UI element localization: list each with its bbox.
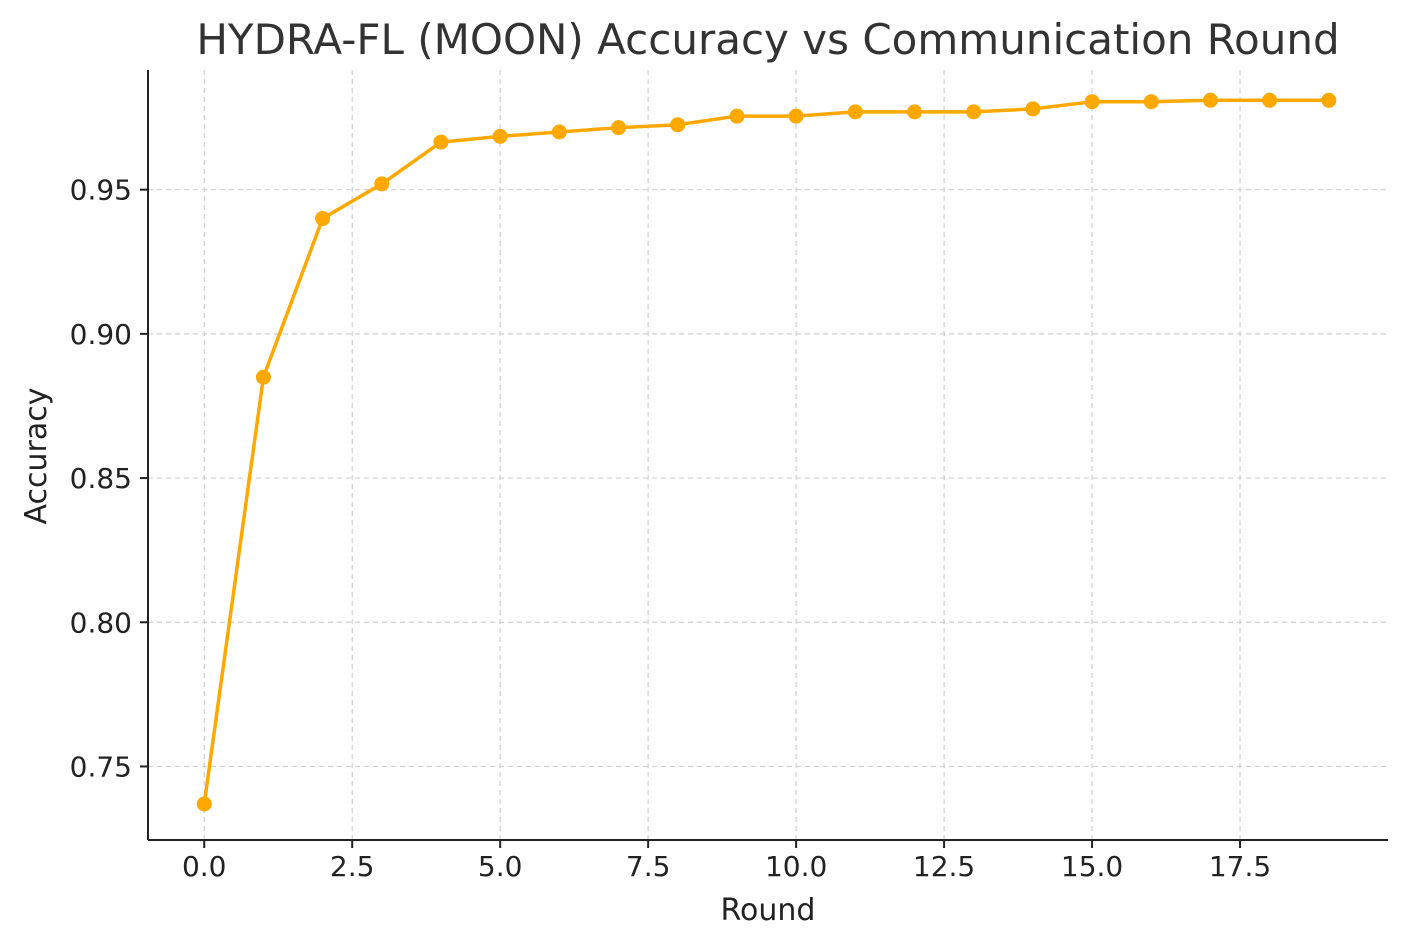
chart-title: HYDRA-FL (MOON) Accuracy vs Communicatio… — [196, 15, 1339, 64]
x-tick-label: 10.0 — [765, 850, 827, 883]
y-tick-label: 0.90 — [70, 318, 132, 351]
x-tick-label: 7.5 — [626, 850, 671, 883]
y-tick-label: 0.80 — [70, 606, 132, 639]
y-tick-label: 0.95 — [70, 174, 132, 207]
data-point — [1321, 92, 1337, 108]
series-layer — [196, 92, 1337, 812]
series-line — [202, 98, 1331, 806]
x-axis-label: Round — [721, 893, 816, 928]
data-point — [1025, 101, 1041, 117]
data-point — [551, 124, 567, 140]
data-point — [847, 104, 863, 120]
data-point — [1084, 94, 1100, 110]
data-point — [1262, 92, 1278, 108]
x-tick-label: 2.5 — [330, 850, 375, 883]
x-tick-label: 15.0 — [1061, 850, 1123, 883]
data-point — [492, 128, 508, 144]
data-point — [374, 176, 390, 192]
data-point — [1202, 92, 1218, 108]
y-tick-label: 0.75 — [70, 750, 132, 783]
data-point — [433, 134, 449, 150]
data-point — [1143, 94, 1159, 110]
x-tick-label: 5.0 — [478, 850, 523, 883]
x-tick-label: 12.5 — [913, 850, 975, 883]
ticks-layer: 0.0 2.5 5.0 7.5 10.0 12.5 15.0 17.5 0.75 0.80 0.85… — [70, 174, 1272, 883]
data-point — [255, 369, 271, 385]
data-point — [315, 211, 331, 227]
y-tick-label: 0.85 — [70, 462, 132, 495]
data-point — [611, 120, 627, 136]
axes-layer — [147, 70, 1388, 841]
y-axis-label: Accuracy — [19, 388, 54, 525]
x-tick-label: 17.5 — [1209, 850, 1271, 883]
x-tick-label: 0.0 — [182, 850, 227, 883]
data-point — [966, 104, 982, 120]
data-point — [788, 108, 804, 124]
grid-layer — [148, 70, 1388, 840]
data-point — [729, 108, 745, 124]
data-point — [196, 796, 212, 812]
data-point — [670, 117, 686, 133]
data-point — [906, 104, 922, 120]
